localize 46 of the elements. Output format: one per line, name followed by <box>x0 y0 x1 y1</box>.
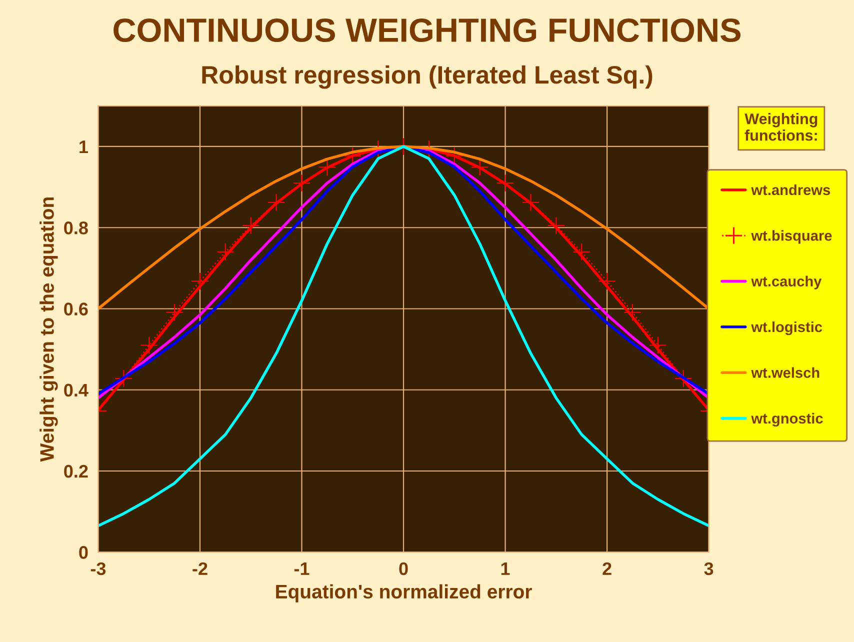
y-tick-label: 0.4 <box>64 384 88 397</box>
legend-label: wt.welsch <box>751 367 820 378</box>
point <box>140 336 158 354</box>
point <box>470 158 489 176</box>
point <box>598 272 616 290</box>
legend-label: wt.cauchy <box>751 276 822 290</box>
point <box>649 336 667 354</box>
point <box>674 370 692 388</box>
point <box>496 174 514 192</box>
chart-subtitle: Robust regression (Iterated Least Sq.) <box>202 65 652 89</box>
line-series <box>98 145 709 310</box>
x-tick-label: 3 <box>704 562 714 576</box>
x-axis-title: Equation's normalized error <box>276 584 532 602</box>
y-tick-label: 0.2 <box>64 464 88 478</box>
point <box>114 370 133 388</box>
y-axis-title: Weight given to the equation <box>40 198 58 462</box>
y-tick-label: 0 <box>79 546 88 559</box>
x-tick-label: 2 <box>602 562 612 575</box>
point <box>292 174 311 192</box>
x-tick-label: 1 <box>501 562 510 575</box>
legend-label: wt.logistic <box>751 321 822 336</box>
chart-title: CONTINUOUS WEIGHTING FUNCTIONS <box>114 18 741 42</box>
point <box>446 146 464 165</box>
x-tick-label: -2 <box>192 562 208 575</box>
point <box>191 272 209 290</box>
y-tick-label: 1 <box>80 140 88 154</box>
legend-label: wt.gnostic <box>751 412 823 427</box>
point <box>318 158 336 176</box>
point <box>267 194 286 212</box>
y-tick-label: 0.8 <box>64 222 88 234</box>
y-tick-label: 0.6 <box>64 302 88 316</box>
legend-label: wt.bisquare <box>751 230 832 244</box>
line-series <box>98 145 709 528</box>
x-tick-label: -1 <box>294 562 310 575</box>
point <box>242 216 260 234</box>
x-tick-label: 0 <box>399 562 408 576</box>
x-tick-label: -3 <box>90 562 106 576</box>
point <box>216 243 234 261</box>
point <box>572 243 590 261</box>
point <box>344 146 362 165</box>
legend-label: wt.andrews <box>751 184 830 196</box>
point <box>624 304 642 322</box>
point <box>522 194 540 212</box>
point <box>166 304 184 322</box>
legend-title: Weighting functions: <box>744 113 818 141</box>
point <box>547 216 566 234</box>
